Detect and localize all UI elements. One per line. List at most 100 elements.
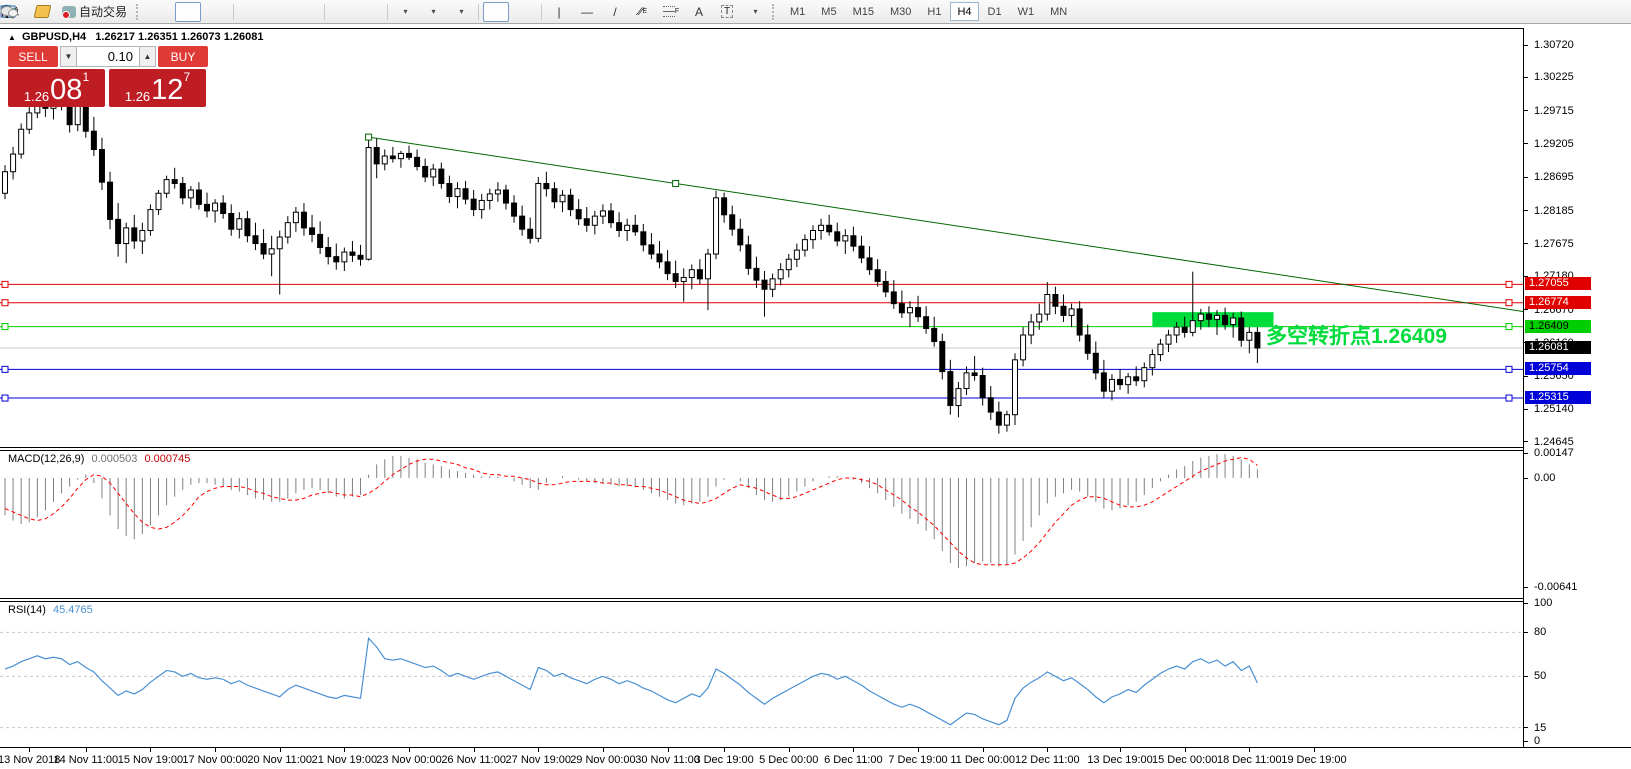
tf-button-w1[interactable]: W1 (1017, 5, 1035, 18)
rsi-scale-tick: 15 (1524, 722, 1546, 734)
tf-button-m5[interactable]: M5 (821, 5, 837, 18)
tf-button-m15[interactable]: M15 (852, 5, 874, 18)
chart-candles-button[interactable] (1, 1, 202, 22)
time-tick-label: 26 Nov 11:00 (441, 754, 506, 766)
label-tool-button[interactable]: T (714, 2, 740, 22)
time-tick-label: 21 Nov 19:00 (311, 754, 378, 766)
time-tick (1249, 748, 1251, 752)
buy-button[interactable]: BUY (158, 46, 208, 67)
level-price-badge: 1.25754 (1525, 362, 1591, 376)
time-tick (918, 748, 920, 752)
fibonacci-icon (662, 6, 675, 17)
sell-button[interactable]: SELL (8, 46, 58, 67)
tile-windows-button[interactable] (1, 2, 320, 22)
rsi-scale-tick: 0 (1524, 735, 1540, 747)
time-scale[interactable]: 13 Nov 2018 14 Nov 11:00 15 Nov 19:00 17 No… (0, 748, 1631, 769)
tf-button-h4[interactable]: H4 (950, 2, 979, 21)
rsi-label: RSI(14) 45.4765 (8, 604, 93, 616)
price-tick: 1.30720 (1524, 39, 1574, 51)
cursor-tool-button[interactable] (2, 1, 510, 22)
macd-name: MACD(12,26,9) (8, 453, 85, 465)
volume-increase-button[interactable]: ▲ (139, 46, 156, 67)
channel-tool-button[interactable]: ∕∕ E (630, 2, 656, 22)
buy-price-big: 12 (151, 74, 184, 106)
chart-line-button[interactable] (0, 2, 229, 22)
time-tick-label: 17 Nov 00:00 (182, 754, 248, 766)
price-scale[interactable]: 1.30720 1.30225 1.29715 1.29205 1.28695 1.281… (1524, 28, 1631, 747)
tf-button-m30[interactable]: M30 (889, 5, 912, 18)
toolbar-grip (772, 3, 779, 20)
scale-border (1523, 28, 1524, 747)
symbol-info: ▲ GBPUSD,H4 1.26217 1.26351 1.26073 1.26… (8, 31, 263, 43)
tf-button-d1[interactable]: D1 (987, 5, 1002, 18)
pane-border (0, 450, 1631, 451)
indicators-button[interactable]: ▾ (0, 2, 418, 22)
chart-shift-button[interactable] (1, 2, 383, 22)
autotrading-icon (62, 5, 76, 19)
main-chart-canvas[interactable] (0, 30, 1523, 447)
time-tick (1184, 748, 1186, 752)
sell-price-box[interactable]: 1.26 08 1 (8, 69, 105, 107)
chevron-down-icon: ▾ (459, 7, 464, 16)
volume-decrease-button[interactable]: ▼ (60, 46, 77, 67)
rsi-canvas[interactable] (0, 601, 1523, 747)
arrows-tool-button[interactable]: ▾ (2, 2, 768, 22)
chart-bars-button[interactable] (2, 2, 173, 22)
tf-button-m1[interactable]: M1 (790, 5, 806, 18)
zoom-in-button[interactable] (1, 2, 264, 22)
time-tick-label: 15 Nov 19:00 (117, 754, 184, 766)
new-order-button[interactable] (29, 2, 55, 22)
time-tick-label: 6 Dec 11:00 (824, 754, 883, 766)
time-tick (788, 748, 790, 752)
macd-canvas[interactable] (0, 450, 1523, 598)
time-tick-label: 29 Nov 00:00 (570, 754, 636, 766)
toolbar-grip (136, 3, 143, 20)
tf-button-h1[interactable]: H1 (927, 5, 942, 18)
time-tick-label: 15 Dec 00:00 (1151, 754, 1218, 766)
toolbar-separator (324, 3, 326, 20)
pane-border (0, 598, 1631, 599)
collapse-triangle-icon[interactable]: ▲ (8, 33, 16, 42)
time-tick-label: 27 Nov 19:00 (505, 754, 571, 766)
crosshair-tool-button[interactable] (1, 2, 537, 22)
time-tick (667, 748, 669, 752)
pane-border (0, 747, 1631, 748)
chat-button[interactable] (0, 2, 1616, 22)
time-tick (473, 748, 475, 752)
auto-scroll-button[interactable] (1, 2, 355, 22)
volume-input[interactable]: 0.10 (77, 46, 139, 67)
rsi-name: RSI(14) (8, 604, 46, 616)
zoom-out-button[interactable] (1, 2, 292, 22)
time-tick (853, 748, 855, 752)
buy-price-box[interactable]: 1.26 12 7 (109, 69, 206, 107)
price-tick: 1.30225 (1524, 71, 1574, 83)
channel-icon: ∕∕ (638, 5, 643, 18)
pane-border (0, 447, 1631, 448)
rsi-scale-tick: 80 (1524, 626, 1546, 638)
time-tick-label: 20 Nov 11:00 (247, 754, 313, 766)
autotrading-button[interactable]: 自动交易 (57, 2, 132, 22)
price-tick: 1.28695 (1524, 171, 1574, 183)
trendline-tool-button[interactable]: / (613, 4, 617, 19)
level-price-badge: 1.27055 (1525, 277, 1591, 291)
toolbar: 单 自动交易 (0, 0, 1631, 24)
time-tick-label: 13 Dec 19:00 (1087, 754, 1153, 766)
templates-button[interactable]: ▾ (0, 2, 474, 22)
level-price-badge: 1.26774 (1525, 295, 1591, 309)
horizontal-line-tool-button[interactable]: — (581, 4, 594, 19)
time-tick-label: 3 Dec 19:00 (694, 754, 754, 766)
tf-button-mn[interactable]: MN (1050, 5, 1068, 18)
price-tick: 1.29205 (1524, 138, 1574, 150)
periods-button[interactable]: ▾ (1, 2, 446, 22)
search-button[interactable] (1, 2, 1588, 22)
level-price-badge: 1.25315 (1525, 391, 1591, 405)
fibonacci-tool-button[interactable]: F (658, 2, 684, 22)
chat-icon (0, 5, 18, 17)
timeframe-group: M1 M5 M15 M30 H1 H4 D1 W1 MN (782, 2, 1075, 21)
vertical-line-tool-button[interactable]: | (557, 4, 561, 19)
time-tick (724, 748, 726, 752)
text-tool-button[interactable]: A (695, 4, 704, 19)
time-tick (982, 748, 984, 752)
time-tick-label: 23 Nov 00:00 (376, 754, 442, 766)
time-tick (215, 748, 217, 752)
